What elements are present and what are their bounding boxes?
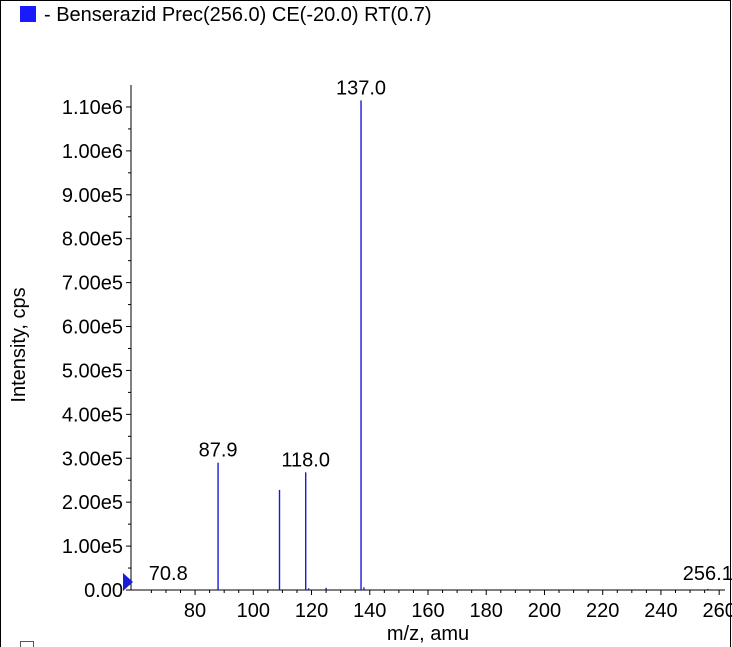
y-axis-title: Intensity, cps [8, 287, 30, 402]
x-tick-label: 220 [586, 600, 619, 622]
y-tick-label: 7.00e5 [62, 273, 123, 295]
y-tick-label: 1.10e6 [62, 97, 123, 119]
y-tick-label: 3.00e5 [62, 448, 123, 470]
y-axis: 0.00 1.00e5 2.00e5 3.00e5 4.00e5 5.00e5 6.00e5… [62, 85, 132, 602]
peak-label: 137.0 [336, 77, 386, 99]
y-tick-label: 2.00e5 [62, 492, 123, 514]
x-tick-label: 180 [470, 600, 503, 622]
peak-label: 70.8 [149, 563, 188, 585]
x-tick-label: 200 [528, 600, 561, 622]
y-tick-label: 1.00e6 [62, 141, 123, 163]
x-tick-label: 100 [237, 600, 270, 622]
y-tick-label: 6.00e5 [62, 317, 123, 339]
origin-marker[interactable] [123, 573, 133, 591]
x-axis-title: m/z, amu [387, 623, 469, 645]
secondary-legend-swatch[interactable] [20, 641, 34, 647]
peak-label: 256.1 [683, 563, 732, 585]
y-tick-label: 8.00e5 [62, 229, 123, 251]
x-tick-label: 240 [644, 600, 677, 622]
x-axis: 80 100 120 140 160 180 200 220 240 260 [131, 589, 732, 622]
y-tick-label: 4.00e5 [62, 404, 123, 426]
x-tick-label: 160 [411, 600, 444, 622]
y-tick-label: 9.00e5 [62, 185, 123, 207]
y-tick-label: 1.00e5 [62, 536, 123, 558]
y-tick-label: 0.00 [84, 580, 123, 602]
y-tick-label: 5.00e5 [62, 360, 123, 382]
x-tick-label: 120 [295, 600, 328, 622]
x-tick-label: 260 [702, 600, 732, 622]
peak-label: 118.0 [281, 449, 330, 471]
x-tick-label: 80 [184, 600, 206, 622]
spectrum-peaks [167, 100, 709, 590]
legend-text: - Benserazid Prec(256.0) CE(-20.0) RT(0.… [44, 4, 432, 26]
legend-swatch[interactable] [20, 6, 36, 22]
x-tick-label: 140 [353, 600, 386, 622]
peak-labels: 70.8 87.9 118.0 137.0 256.1 [149, 77, 732, 585]
peak-label: 87.9 [199, 440, 238, 462]
